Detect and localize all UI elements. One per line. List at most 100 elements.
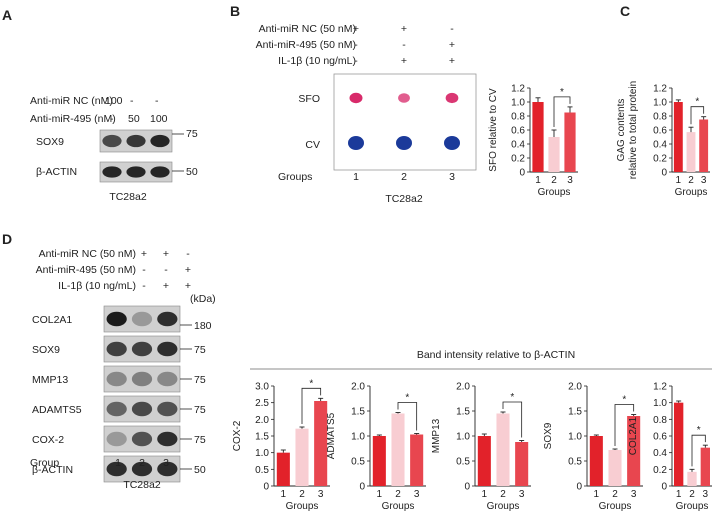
panel-d-actin-band: [131, 461, 153, 477]
y-tick-label: 1.5: [456, 407, 470, 418]
significance-bracket: [301, 387, 322, 424]
band-intensity-header: Band intensity relative to β-ACTIN: [417, 349, 575, 361]
y-tick-label: 1.0: [255, 448, 269, 459]
dot-row-label-sfo: SFO: [298, 93, 320, 105]
y-tick-label: 2.0: [351, 382, 365, 393]
panel-a: A Anti-miR NC (nM) 100 - - Anti-miR-495 …: [2, 7, 198, 203]
significance-bracket: [553, 96, 571, 127]
y-tick-label: 1.5: [568, 407, 582, 418]
panel-d-blot-marker: 75: [194, 434, 206, 446]
y-tick-label: 0.4: [653, 140, 667, 151]
panel-a-row-nc-val: 100: [105, 95, 123, 107]
x-tick-label: 3: [414, 489, 420, 500]
x-tick-label: 2: [689, 489, 695, 500]
panel-b-letter: B: [230, 3, 240, 19]
bar-group-2: [295, 428, 309, 486]
dot-blot-frame: [333, 73, 477, 171]
panel-d-mmp13-membrane: [103, 365, 181, 393]
cv-dot: [444, 136, 460, 150]
y-tick-label: 0: [576, 482, 582, 493]
x-tick-label: 3: [631, 489, 637, 500]
panel-b-cell-line: TC28a2: [385, 193, 423, 205]
panel-d-blot-label: β-ACTIN: [32, 464, 73, 476]
panel-a-sox9-band: [102, 134, 122, 148]
y-tick-label: 0.4: [653, 448, 667, 459]
panel-b-row-label-nc: Anti-miR NC (50 nM): [259, 23, 356, 35]
x-tick-label: 1: [482, 489, 488, 500]
y-tick-label: 2.5: [255, 398, 269, 409]
panel-d-cell-line: TC28a2: [123, 479, 161, 491]
panel-d-letter: D: [2, 231, 12, 247]
y-tick-label: 0: [263, 482, 269, 493]
y-tick-label: 0.2: [653, 154, 667, 165]
y-tick-label: 0.8: [511, 112, 525, 123]
panel-d-mmp13-band: [131, 371, 153, 387]
sfo-dot: [349, 92, 363, 104]
condition-value: +: [449, 55, 455, 67]
panel-d-kda: (kDa): [190, 293, 216, 305]
condition-value: +: [163, 280, 169, 292]
y-axis-label: SFO relative to CV: [488, 88, 499, 172]
panel-d-blot-marker: 180: [194, 320, 212, 332]
panel-d-blot-marker: 75: [194, 344, 206, 356]
panel-d-actin-band: [106, 461, 127, 477]
x-tick-label: 3: [567, 175, 573, 186]
panel-b-row-label-il1b: IL-1β (10 ng/mL): [278, 55, 356, 67]
bar-group-3: [410, 434, 424, 486]
condition-value: -: [142, 280, 146, 292]
x-tick-label: 2: [612, 489, 618, 500]
panel-a-row-495-val: 50: [128, 113, 140, 125]
bar-group-2: [496, 413, 510, 486]
y-tick-label: 1.2: [511, 84, 525, 95]
cv-dot: [396, 136, 412, 150]
panel-d-blot-label: SOX9: [32, 344, 60, 356]
condition-value: -: [164, 264, 168, 276]
panel-a-cell-line: TC28a2: [109, 191, 147, 203]
condition-value: -: [186, 248, 190, 260]
panel-d-row-label-495: Anti-miR-495 (50 nM): [36, 264, 136, 276]
y-tick-label: 0.6: [653, 432, 667, 443]
y-axis-label: GAG contentsrelative to total protein: [616, 81, 639, 179]
bar-group-1: [532, 102, 544, 172]
x-tick-label: 2: [551, 175, 557, 186]
y-tick-label: 0.5: [456, 457, 470, 468]
panel-a-marker-50: 50: [186, 166, 198, 178]
panel-b-group-num: 1: [353, 171, 359, 183]
y-tick-label: 0.5: [255, 465, 269, 476]
chart-sfo: 0 0.2 0.4 0.6 0.8 1.0 1.2 SFO relative to CV 1 2 3…: [488, 84, 578, 198]
significance-bracket: [690, 106, 705, 125]
panel-d-adamts5-band: [157, 401, 178, 417]
x-tick-label: 2: [500, 489, 506, 500]
condition-value: -: [450, 23, 454, 35]
panel-a-actin-band: [126, 166, 146, 178]
panel-c-letter: C: [620, 3, 630, 19]
panel-d-cox2-band: [131, 431, 153, 447]
y-tick-label: 3.0: [255, 382, 269, 393]
chart-gag: 0 0.2 0.4 0.6 0.8 1.0 1.2 GAG contentsrelative …: [616, 81, 710, 198]
condition-value: -: [354, 39, 358, 51]
condition-value: +: [401, 23, 407, 35]
cv-dot: [348, 136, 364, 150]
y-tick-label: 0.2: [653, 465, 667, 476]
bar-group-3: [564, 112, 576, 172]
panel-d-group-num: 2: [139, 457, 145, 469]
y-tick-label: 1.0: [653, 98, 667, 109]
y-tick-label: 0.2: [511, 154, 525, 165]
panel-d-actin-band: [157, 461, 178, 477]
dot-row-label-cv: CV: [305, 139, 320, 151]
y-tick-label: 1.0: [511, 98, 525, 109]
y-tick-label: 0.5: [568, 457, 582, 468]
significance-star: *: [697, 425, 701, 436]
y-tick-label: 0: [661, 482, 667, 493]
significance-star: *: [309, 378, 313, 389]
y-tick-label: 2.0: [255, 415, 269, 426]
y-tick-label: 2.0: [568, 382, 582, 393]
y-tick-label: 1.5: [351, 407, 365, 418]
x-axis-label: Groups: [538, 187, 571, 198]
significance-star: *: [622, 395, 626, 406]
bar-group-1: [673, 102, 683, 172]
